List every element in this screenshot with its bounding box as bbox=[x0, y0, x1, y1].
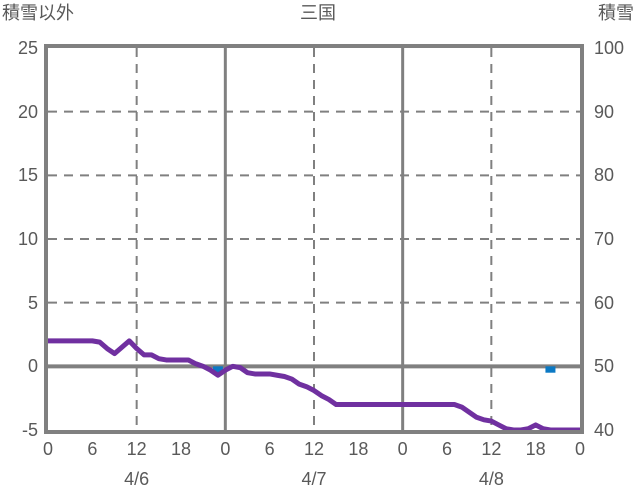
right-axis-tick-40: 40 bbox=[594, 420, 615, 440]
x-axis-tick-12: 0 bbox=[574, 439, 585, 459]
right-axis-tick-60: 60 bbox=[594, 292, 615, 313]
left-axis-tick-20: 20 bbox=[17, 101, 38, 122]
right-axis-tick-90: 90 bbox=[594, 101, 615, 122]
x-axis-day-label-2: 4/8 bbox=[478, 469, 504, 489]
x-axis-tick-6: 12 bbox=[303, 439, 325, 459]
x-axis-tick-5: 6 bbox=[264, 439, 275, 459]
x-axis-day-label-1: 4/7 bbox=[301, 469, 327, 489]
left-axis-unit-label: 積雪以外 bbox=[2, 3, 74, 23]
x-axis-tick-11: 18 bbox=[525, 439, 546, 459]
right-axis-unit-label: 積雪 bbox=[598, 3, 634, 23]
right-axis-tick-70: 70 bbox=[594, 229, 615, 249]
right-axis-tick-80: 80 bbox=[594, 165, 615, 186]
left-axis-tick--5: -5 bbox=[21, 420, 38, 440]
grid-layer bbox=[48, 48, 580, 430]
right-axis-tick-50: 50 bbox=[594, 356, 615, 377]
right-axis-tick-100: 100 bbox=[594, 38, 625, 58]
x-axis-tick-2: 12 bbox=[126, 439, 147, 459]
x-axis-tick-1: 6 bbox=[87, 439, 98, 459]
left-axis-tick-10: 10 bbox=[17, 229, 38, 249]
temperature-line-layer bbox=[48, 338, 580, 430]
page-title: 三国 bbox=[300, 3, 336, 23]
x-axis-tick-0: 0 bbox=[42, 439, 53, 459]
x-axis-tick-10: 12 bbox=[481, 439, 502, 459]
x-axis-tick-4: 0 bbox=[220, 439, 231, 459]
plot-svg bbox=[48, 48, 580, 430]
x-axis-tick-7: 18 bbox=[348, 439, 369, 459]
left-axis-tick-5: 5 bbox=[27, 292, 38, 313]
plot-area bbox=[44, 44, 584, 434]
x-axis-tick-8: 0 bbox=[397, 439, 408, 459]
x-axis-day-label-0: 4/6 bbox=[124, 469, 150, 489]
x-axis-tick-3: 18 bbox=[170, 439, 192, 459]
left-axis-tick-15: 15 bbox=[17, 165, 38, 186]
left-axis-tick-0: 0 bbox=[27, 356, 38, 377]
snow-bars-layer bbox=[212, 366, 556, 373]
x-axis-tick-9: 6 bbox=[441, 439, 452, 459]
left-axis-tick-25: 25 bbox=[17, 38, 38, 58]
